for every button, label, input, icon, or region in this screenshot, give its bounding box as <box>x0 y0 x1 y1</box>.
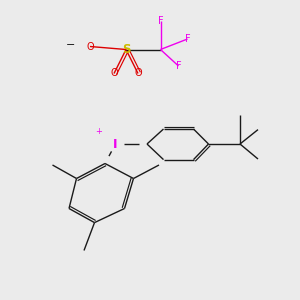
Text: +: + <box>96 128 102 136</box>
Text: −: − <box>66 40 75 50</box>
Text: O: O <box>110 68 118 79</box>
Text: I: I <box>113 137 118 151</box>
Text: O: O <box>134 68 142 79</box>
Text: S: S <box>122 43 130 56</box>
Text: O: O <box>86 41 94 52</box>
Text: F: F <box>185 34 190 44</box>
Text: F: F <box>158 16 163 26</box>
Text: F: F <box>176 61 181 71</box>
